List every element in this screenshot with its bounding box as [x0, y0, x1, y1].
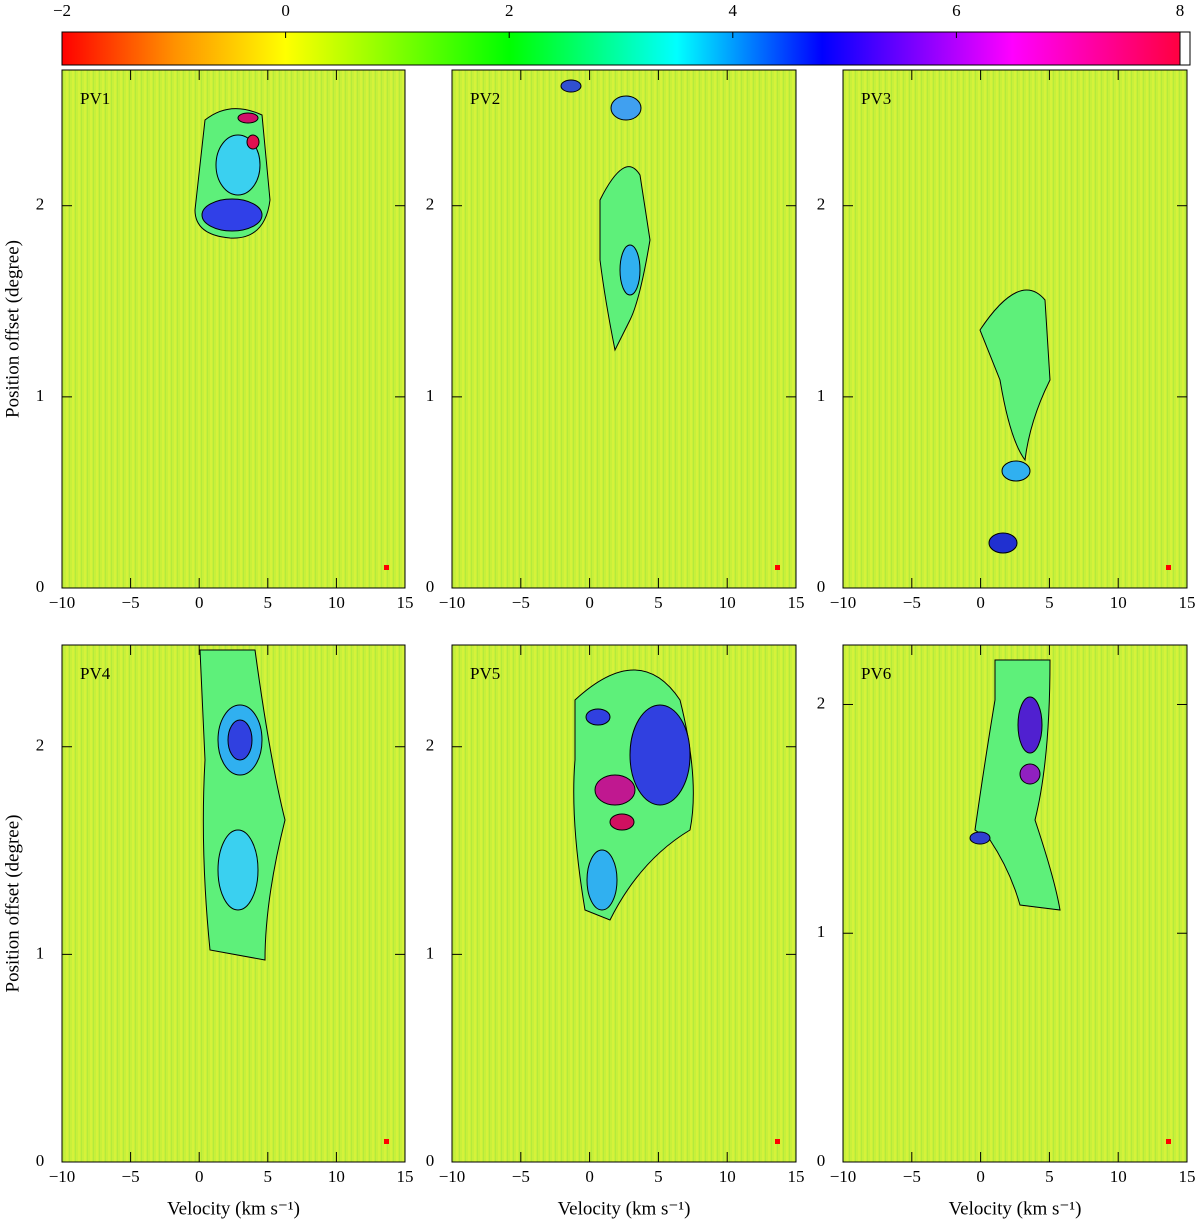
- y-tick-label: 2: [426, 195, 435, 214]
- y-tick-label: 0: [426, 577, 435, 596]
- y-tick-label: 2: [36, 736, 45, 755]
- x-tick-label: −5: [512, 1167, 530, 1186]
- x-tick-label: −10: [439, 593, 466, 612]
- beam-marker: [384, 565, 389, 570]
- y-tick-label: 1: [36, 386, 45, 405]
- panel-title: PV2: [470, 89, 500, 108]
- x-tick-label: 0: [195, 593, 204, 612]
- x-tick-label: 10: [719, 1167, 736, 1186]
- x-tick-label: 15: [1179, 1167, 1196, 1186]
- x-tick-label: 5: [1045, 593, 1054, 612]
- x-tick-label: 5: [654, 1167, 663, 1186]
- x-tick-label: 0: [976, 1167, 985, 1186]
- y-tick-label: 1: [817, 922, 826, 941]
- y-tick-label: 0: [36, 577, 45, 596]
- x-tick-label: 15: [397, 593, 414, 612]
- x-tick-label: 5: [654, 593, 663, 612]
- x-tick-label: 10: [1110, 1167, 1127, 1186]
- x-tick-label: 15: [397, 1167, 414, 1186]
- emission-texture: [194, 79, 1061, 961]
- x-axis-label: Velocity (km s⁻¹): [558, 1198, 691, 1219]
- colorbar-tick-label: −2: [53, 1, 71, 20]
- colorbar-tick-label: 4: [729, 1, 738, 20]
- x-tick-label: 5: [1045, 1167, 1054, 1186]
- panel-frame: [451, 69, 797, 589]
- colorbar-tick-label: 0: [281, 1, 290, 20]
- beam-marker: [384, 1139, 389, 1144]
- x-tick-label: 0: [585, 1167, 594, 1186]
- panel-frame: [842, 644, 1188, 1163]
- y-tick-label: 0: [426, 1151, 435, 1170]
- colorbar-frame: [61, 31, 1191, 66]
- colorbar-tick-label: 6: [952, 1, 961, 20]
- x-tick-label: 0: [195, 1167, 204, 1186]
- x-tick-label: 10: [328, 1167, 345, 1186]
- x-tick-label: 5: [264, 593, 273, 612]
- y-tick-label: 2: [36, 195, 45, 214]
- x-tick-label: 0: [976, 593, 985, 612]
- x-tick-label: −5: [122, 1167, 140, 1186]
- x-tick-label: −10: [49, 593, 76, 612]
- x-tick-label: −5: [903, 593, 921, 612]
- x-tick-label: 15: [788, 593, 805, 612]
- beam-marker: [1166, 565, 1171, 570]
- x-tick-label: −10: [830, 593, 857, 612]
- y-tick-label: 1: [426, 943, 435, 962]
- beam-marker: [775, 1139, 780, 1144]
- x-tick-label: −5: [903, 1167, 921, 1186]
- x-tick-label: 0: [585, 593, 594, 612]
- panel-frame: [61, 69, 406, 589]
- x-tick-label: −10: [439, 1167, 466, 1186]
- beam-marker: [1166, 1139, 1171, 1144]
- y-tick-label: 1: [817, 386, 826, 405]
- x-axis-label: Velocity (km s⁻¹): [167, 1198, 300, 1219]
- y-axis-label: Position offset (degree): [2, 240, 23, 418]
- colorbar-tick-label: 2: [505, 1, 514, 20]
- x-tick-label: 5: [264, 1167, 273, 1186]
- beam-marker: [775, 565, 780, 570]
- panel-frame: [61, 644, 406, 1163]
- x-tick-label: −5: [122, 593, 140, 612]
- panel-frame: [451, 644, 797, 1163]
- panel-frame: [842, 69, 1188, 589]
- y-tick-label: 2: [817, 693, 826, 712]
- x-tick-label: −10: [830, 1167, 857, 1186]
- y-tick-label: 2: [817, 195, 826, 214]
- y-tick-label: 1: [36, 943, 45, 962]
- panel-title: PV6: [861, 664, 891, 683]
- panel-title: PV5: [470, 664, 500, 683]
- colorbar-end: [1179, 31, 1191, 66]
- x-tick-label: 15: [788, 1167, 805, 1186]
- panel-title: PV4: [80, 664, 111, 683]
- panel-title: PV1: [80, 89, 110, 108]
- y-tick-label: 0: [817, 1151, 826, 1170]
- x-tick-label: −5: [512, 593, 530, 612]
- colorbar: [62, 32, 1180, 65]
- y-tick-label: 2: [426, 736, 435, 755]
- y-axis-label: Position offset (degree): [2, 815, 23, 993]
- y-tick-label: 0: [817, 577, 826, 596]
- panel-title: PV3: [861, 89, 891, 108]
- x-tick-label: −10: [49, 1167, 76, 1186]
- x-axis-label: Velocity (km s⁻¹): [949, 1198, 1082, 1219]
- x-tick-label: 10: [719, 593, 736, 612]
- y-tick-label: 1: [426, 386, 435, 405]
- x-tick-label: 15: [1179, 593, 1196, 612]
- colorbar-tick-label: 8: [1176, 1, 1185, 20]
- x-tick-label: 10: [1110, 593, 1127, 612]
- y-tick-label: 0: [36, 1151, 45, 1170]
- x-tick-label: 10: [328, 593, 345, 612]
